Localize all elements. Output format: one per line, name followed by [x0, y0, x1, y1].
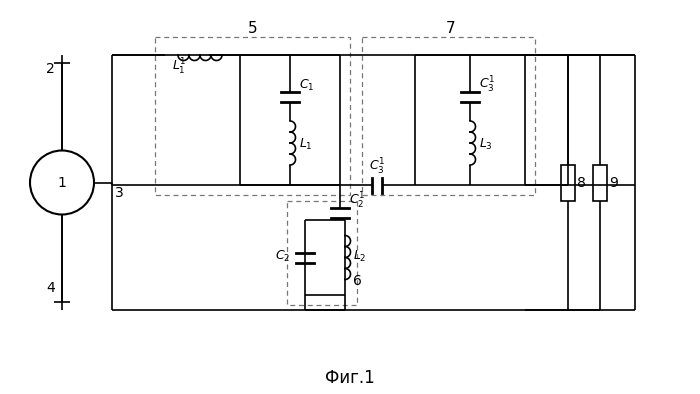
- Text: 6: 6: [353, 274, 362, 288]
- Text: $C_3^1$: $C_3^1$: [479, 75, 496, 95]
- Text: 4: 4: [46, 281, 55, 295]
- Bar: [155, 37, 350, 195]
- Text: $C_2^1$: $C_2^1$: [349, 191, 365, 211]
- Text: $L_2$: $L_2$: [353, 249, 367, 264]
- Text: 5: 5: [248, 21, 258, 36]
- Text: $L_1^1$: $L_1^1$: [172, 57, 187, 77]
- Text: $L_3$: $L_3$: [479, 137, 493, 152]
- Text: Фиг.1: Фиг.1: [325, 369, 375, 387]
- Text: $C_1$: $C_1$: [299, 78, 314, 93]
- Text: $C_3^1$: $C_3^1$: [369, 157, 385, 177]
- Text: 1: 1: [57, 175, 66, 190]
- Bar: [561, 165, 575, 201]
- Bar: [362, 37, 535, 195]
- Bar: [287, 201, 357, 305]
- Text: 3: 3: [115, 186, 124, 199]
- Text: 8: 8: [577, 175, 586, 190]
- Bar: [593, 165, 607, 201]
- Text: $C_2$: $C_2$: [275, 249, 290, 264]
- Text: 2: 2: [46, 62, 55, 76]
- Text: $L_1$: $L_1$: [299, 137, 313, 152]
- Text: 7: 7: [446, 21, 456, 36]
- Text: 9: 9: [609, 175, 618, 190]
